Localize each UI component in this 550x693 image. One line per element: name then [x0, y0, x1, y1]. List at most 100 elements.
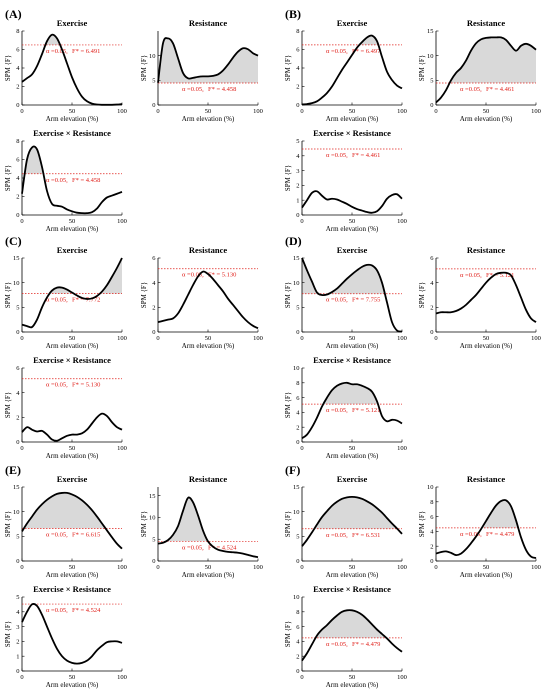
x-axis-label: Arm elevation (%) [460, 342, 513, 350]
y-axis-label: SPM {F} [4, 511, 12, 537]
alpha-label: α =0.05, [182, 86, 204, 93]
alpha-label: α =0.05, [460, 531, 482, 538]
x-tick-label: 100 [117, 674, 127, 681]
y-tick-label: 4 [430, 529, 434, 536]
threshold-label: F* = 7.755 [352, 297, 380, 304]
alpha-label: α =0.05, [326, 532, 348, 539]
y-tick-label: 0 [16, 668, 19, 675]
spm-curve [435, 36, 537, 104]
x-tick-label: 50 [349, 674, 356, 681]
y-tick-label: 6 [296, 624, 300, 631]
y-tick-label: 0 [16, 558, 19, 565]
y-tick-label: 5 [296, 138, 299, 145]
threshold-label: F* = 4.458 [72, 177, 100, 184]
y-tick-label: 4 [16, 175, 20, 182]
x-tick-label: 0 [300, 564, 303, 571]
y-axis-label: SPM {F} [284, 165, 292, 191]
x-tick-label: 100 [117, 564, 127, 571]
y-axis-label: SPM {F} [284, 55, 292, 81]
y-axis-label: SPM {F} [284, 392, 292, 418]
y-axis-label: SPM {F} [418, 55, 426, 81]
y-tick-label: 10 [13, 509, 20, 516]
y-tick-label: 10 [293, 509, 300, 516]
y-tick-label: 1 [16, 653, 19, 660]
y-tick-label: 4 [296, 639, 300, 646]
y-axis-label: SPM {F} [284, 621, 292, 647]
x-axis-label: Arm elevation (%) [460, 115, 513, 123]
y-tick-label: 4 [152, 280, 156, 287]
panel-title: Exercise × Resistance [33, 128, 111, 138]
y-tick-label: 2 [296, 84, 299, 91]
y-tick-label: 4 [430, 280, 434, 287]
y-tick-label: 8 [430, 499, 433, 506]
y-tick-label: 0 [430, 329, 433, 336]
panel-letter-f: (F) [285, 463, 300, 477]
y-tick-label: 6 [430, 514, 434, 521]
x-tick-label: 50 [205, 564, 212, 571]
y-tick-label: 0 [16, 439, 19, 446]
x-tick-label: 0 [434, 335, 437, 342]
y-tick-label: 10 [293, 594, 300, 601]
alpha-label: α =0.05, [46, 531, 68, 538]
alpha-label: α =0.05, [46, 607, 68, 614]
spm-panel-e-exercise: Exercise 0 5 10 15 0 50 100 Arm elevation (%) SPM… [4, 474, 127, 579]
spm-panel-b-resistance: Resistance 0 5 10 15 0 50 100 Arm elevation (%) S… [418, 18, 541, 123]
panel-title: Resistance [189, 18, 227, 28]
x-tick-label: 100 [117, 108, 127, 115]
y-tick-label: 10 [293, 365, 300, 372]
y-tick-label: 10 [427, 53, 434, 60]
y-tick-label: 0 [430, 558, 433, 565]
x-tick-label: 50 [69, 564, 76, 571]
spm-panel-f-exercise: Exercise 0 5 10 15 0 50 100 Arm elevation (%) SPM… [284, 474, 407, 579]
panel-title: Exercise × Resistance [33, 584, 111, 594]
panel-title: Exercise [57, 245, 88, 255]
spm-panel-d-resistance: Resistance 0 2 4 6 0 50 100 Arm elevation (%) SPM… [418, 245, 541, 350]
threshold-label: F* = 5.121 [486, 272, 514, 279]
alpha-label: α =0.05, [46, 48, 68, 55]
panel-title: Exercise [337, 474, 368, 484]
y-tick-label: 10 [293, 280, 300, 287]
panel-title: Resistance [467, 18, 505, 28]
threshold-label: F* = 4.524 [72, 607, 101, 614]
y-tick-label: 8 [296, 609, 299, 616]
threshold-label: F* = 4.458 [208, 86, 236, 93]
x-tick-label: 0 [156, 564, 159, 571]
panel-title: Resistance [467, 474, 505, 484]
spm-panel-c-resistance: Resistance 0 2 4 6 0 50 100 Arm elevation (%) SPM… [140, 245, 263, 350]
x-tick-label: 50 [69, 108, 76, 115]
y-tick-label: 2 [16, 84, 19, 91]
threshold-label: F* = 5.130 [72, 382, 100, 389]
y-tick-label: 2 [16, 194, 19, 201]
y-tick-label: 6 [152, 255, 156, 262]
alpha-label: α =0.05, [182, 544, 204, 551]
y-tick-label: 3 [296, 168, 299, 175]
y-tick-label: 2 [296, 424, 299, 431]
y-tick-label: 4 [16, 65, 20, 72]
x-tick-label: 0 [156, 335, 159, 342]
x-axis-label: Arm elevation (%) [326, 571, 379, 579]
y-tick-label: 10 [149, 515, 156, 522]
threshold-label: F* = 4.479 [486, 531, 514, 538]
alpha-label: α =0.05, [46, 382, 68, 389]
alpha-label: α =0.05, [326, 297, 348, 304]
y-tick-label: 4 [296, 410, 300, 417]
y-tick-label: 0 [296, 102, 299, 109]
y-tick-label: 1 [296, 197, 299, 204]
supra-threshold-cluster [323, 382, 378, 405]
y-tick-label: 0 [16, 212, 19, 219]
panel-letter-b: (B) [285, 7, 301, 21]
y-tick-label: 8 [296, 380, 299, 387]
x-tick-label: 50 [483, 335, 490, 342]
x-tick-label: 50 [349, 445, 356, 452]
y-tick-label: 6 [296, 395, 300, 402]
y-axis-label: SPM {F} [4, 55, 12, 81]
spm-curve [21, 603, 123, 665]
y-tick-label: 8 [296, 28, 299, 35]
y-axis-label: SPM {F} [140, 55, 148, 81]
x-tick-label: 0 [20, 445, 23, 452]
threshold-label: F* = 6.531 [352, 532, 380, 539]
y-tick-label: 5 [16, 534, 19, 541]
x-axis-label: Arm elevation (%) [46, 571, 99, 579]
